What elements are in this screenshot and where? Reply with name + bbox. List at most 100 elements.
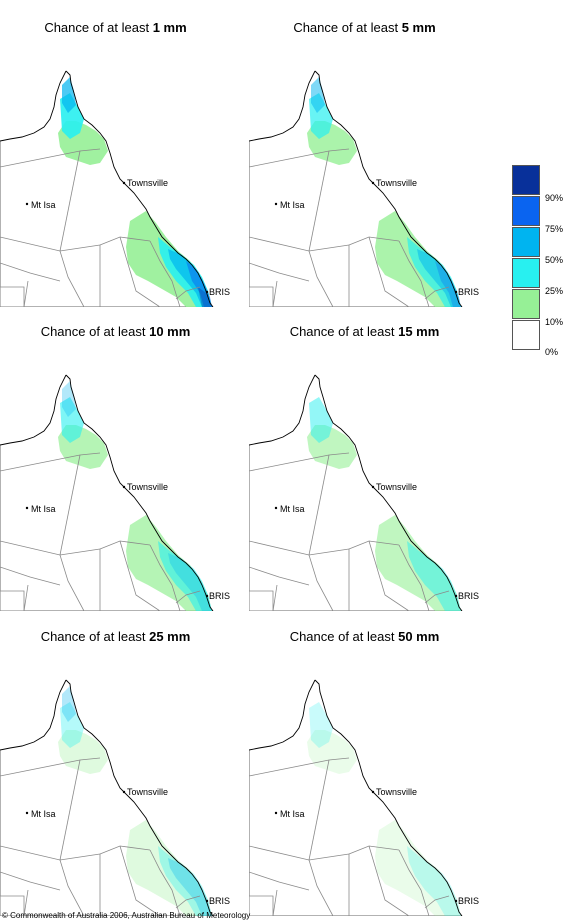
district-boundary bbox=[119, 236, 161, 307]
district-boundary bbox=[308, 150, 330, 252]
mt-isa-label: Mt Isa bbox=[31, 504, 56, 514]
inset-box bbox=[0, 895, 25, 916]
brisbane-label: BRIS bbox=[458, 591, 479, 601]
panel-15mm: Chance of at least 15 mm Townsville Mt Is… bbox=[249, 324, 480, 611]
townsville-label: Townsville bbox=[376, 482, 417, 492]
legend-swatch-10-25 bbox=[512, 289, 540, 319]
title-prefix: Chance of at least bbox=[44, 20, 153, 35]
title-amount: 5 mm bbox=[401, 20, 436, 35]
title-prefix: Chance of at least bbox=[289, 629, 399, 644]
district-boundary bbox=[424, 895, 450, 909]
gulf-coastline bbox=[0, 374, 67, 446]
legend-swatch-0-10 bbox=[512, 320, 540, 350]
district-boundary bbox=[249, 262, 310, 282]
mt-isa-marker bbox=[274, 202, 278, 206]
district-boundary bbox=[0, 871, 61, 891]
district-boundary bbox=[272, 584, 278, 611]
district-boundary bbox=[23, 280, 29, 307]
title-amount: 1 mm bbox=[152, 20, 187, 35]
legend-swatch-75-90 bbox=[512, 196, 540, 226]
legend-label: 75% bbox=[545, 224, 564, 234]
district-boundary bbox=[149, 849, 181, 916]
brisbane-marker bbox=[205, 899, 209, 903]
brisbane-label: BRIS bbox=[209, 591, 230, 601]
panel-10mm: Chance of at least 10 mm Townsville Mt Is… bbox=[0, 324, 231, 611]
legend-label: 90% bbox=[545, 193, 564, 203]
district-boundary bbox=[175, 590, 201, 604]
district-boundary bbox=[249, 566, 310, 586]
gulf-coastline bbox=[0, 679, 67, 751]
panel-title: Chance of at least 10 mm bbox=[0, 324, 231, 340]
inset-box bbox=[249, 286, 274, 307]
district-boundary bbox=[368, 236, 410, 307]
mt-isa-label: Mt Isa bbox=[280, 200, 305, 210]
district-boundary bbox=[59, 250, 85, 307]
panel-title: Chance of at least 50 mm bbox=[249, 629, 480, 645]
district-boundary bbox=[424, 286, 450, 300]
district-boundary bbox=[59, 859, 85, 916]
title-amount: 50 mm bbox=[398, 629, 440, 644]
inset-box bbox=[0, 590, 25, 611]
legend-swatch-50-75 bbox=[512, 227, 540, 257]
rain-zone-cyan bbox=[309, 397, 461, 611]
brisbane-label: BRIS bbox=[209, 896, 230, 906]
district-boundary bbox=[149, 240, 181, 307]
brisbane-marker bbox=[205, 290, 209, 294]
panel-5mm: Chance of at least 5 mm Townsville Mt Isa… bbox=[249, 20, 480, 307]
brisbane-marker bbox=[205, 594, 209, 598]
district-boundary bbox=[308, 859, 334, 916]
legend-swatch-90-100 bbox=[512, 165, 540, 195]
district-boundary bbox=[398, 544, 430, 611]
townsville-label: Townsville bbox=[127, 178, 168, 188]
coastline bbox=[314, 374, 463, 611]
inset-box bbox=[249, 590, 274, 611]
district-boundary bbox=[119, 845, 161, 916]
map-qld: Townsville Mt Isa BRIS bbox=[249, 650, 480, 916]
panel-50mm: Chance of at least 50 mm Townsville Mt Is… bbox=[249, 629, 480, 916]
brisbane-marker bbox=[454, 899, 458, 903]
land-area bbox=[249, 41, 480, 307]
district-boundary bbox=[0, 262, 61, 282]
brisbane-marker bbox=[454, 594, 458, 598]
district-boundary bbox=[0, 566, 61, 586]
district-boundary bbox=[175, 895, 201, 909]
coastline bbox=[65, 70, 214, 307]
district-boundary bbox=[23, 889, 29, 916]
mt-isa-label: Mt Isa bbox=[31, 809, 56, 819]
rain-zone-cyan bbox=[309, 702, 461, 916]
gulf-coastline bbox=[249, 679, 316, 751]
district-boundary bbox=[272, 889, 278, 916]
district-boundary bbox=[368, 540, 410, 611]
mt-isa-marker bbox=[25, 202, 29, 206]
inset-box bbox=[0, 286, 25, 307]
district-boundary bbox=[308, 554, 334, 611]
district-boundary bbox=[272, 280, 278, 307]
panel-title: Chance of at least 5 mm bbox=[249, 20, 480, 36]
rain-zone-green bbox=[307, 730, 461, 916]
coastline bbox=[65, 374, 214, 611]
copyright-notice: © Commonwealth of Australia 2006, Austra… bbox=[2, 911, 251, 920]
map-qld: Townsville Mt Isa BRIS bbox=[0, 650, 231, 916]
coastline bbox=[314, 679, 463, 916]
legend-swatch-25-50 bbox=[512, 258, 540, 288]
title-prefix: Chance of at least bbox=[40, 324, 150, 339]
mt-isa-label: Mt Isa bbox=[280, 504, 305, 514]
title-amount: 10 mm bbox=[149, 324, 191, 339]
townsville-marker bbox=[371, 181, 375, 185]
title-prefix: Chance of at least bbox=[289, 324, 399, 339]
panel-title: Chance of at least 1 mm bbox=[0, 20, 231, 36]
legend-label: 10% bbox=[545, 317, 564, 327]
mt-isa-label: Mt Isa bbox=[280, 809, 305, 819]
brisbane-label: BRIS bbox=[458, 896, 479, 906]
rain-zone-green bbox=[58, 730, 212, 916]
district-boundary bbox=[249, 871, 310, 891]
land-area bbox=[249, 650, 480, 916]
mt-isa-marker bbox=[25, 811, 29, 815]
brisbane-label: BRIS bbox=[209, 287, 230, 297]
legend-label: 50% bbox=[545, 255, 564, 265]
district-boundary bbox=[308, 454, 330, 556]
district-boundary bbox=[149, 544, 181, 611]
title-prefix: Chance of at least bbox=[293, 20, 402, 35]
townsville-label: Townsville bbox=[376, 787, 417, 797]
mt-isa-marker bbox=[25, 506, 29, 510]
